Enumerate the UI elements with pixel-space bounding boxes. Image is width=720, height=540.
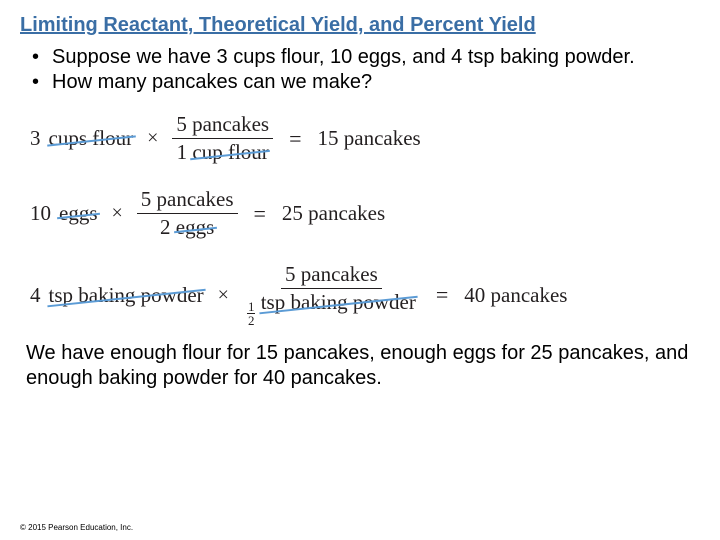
times-icon: × — [141, 127, 164, 150]
bullet-list: Suppose we have 3 cups flour, 10 eggs, a… — [20, 45, 700, 95]
eq3-fraction: 5 pancakes 1 2 tsp baking powder — [243, 263, 420, 327]
eq1-den-unit: cup flour — [192, 141, 268, 164]
eq3-denominator: 1 2 tsp baking powder — [243, 289, 420, 327]
eq3-half-den: 2 — [247, 314, 256, 327]
equals-icon: = — [246, 201, 274, 227]
equals-icon: = — [281, 126, 309, 152]
page-title: Limiting Reactant, Theoretical Yield, an… — [20, 14, 700, 37]
eq3-numerator: 5 pancakes — [281, 263, 382, 289]
eq3-result: 40 pancakes — [464, 283, 567, 308]
eq3-den-halffrac: 1 2 — [247, 300, 256, 327]
eq3-qty: 4 — [30, 283, 41, 308]
eq1-numerator: 5 pancakes — [172, 113, 273, 139]
equation-1: 3 cups flour × 5 pancakes 1 cup flour = … — [30, 113, 700, 164]
eq3-unit: tsp baking powder — [49, 283, 204, 308]
equations-block: 3 cups flour × 5 pancakes 1 cup flour = … — [20, 113, 700, 327]
eq2-unit: eggs — [59, 201, 98, 226]
times-icon: × — [106, 202, 129, 225]
eq2-fraction: 5 pancakes 2 eggs — [137, 188, 238, 239]
eq2-result: 25 pancakes — [282, 201, 385, 226]
eq1-qty: 3 — [30, 126, 41, 151]
eq2-den-unit: eggs — [176, 216, 215, 239]
bullet-item: Suppose we have 3 cups flour, 10 eggs, a… — [32, 45, 700, 70]
eq2-qty: 10 — [30, 201, 51, 226]
eq3-den-unit: tsp baking powder — [261, 291, 416, 314]
eq1-result: 15 pancakes — [318, 126, 421, 151]
equals-icon: = — [428, 282, 456, 308]
eq1-unit: cups flour — [49, 126, 134, 151]
eq2-numerator: 5 pancakes — [137, 188, 238, 214]
eq2-denominator: 2 eggs — [156, 214, 218, 239]
equation-3: 4 tsp baking powder × 5 pancakes 1 2 tsp… — [30, 263, 700, 327]
bullet-item: How many pancakes can we make? — [32, 70, 700, 95]
eq2-den-qty: 2 — [160, 215, 171, 239]
eq1-denominator: 1 cup flour — [173, 139, 273, 164]
eq1-den-qty: 1 — [177, 140, 188, 164]
times-icon: × — [212, 284, 235, 307]
eq3-half-num: 1 — [247, 300, 256, 314]
eq1-fraction: 5 pancakes 1 cup flour — [172, 113, 273, 164]
conclusion-text: We have enough flour for 15 pancakes, en… — [20, 341, 700, 391]
equation-2: 10 eggs × 5 pancakes 2 eggs = 25 pancake… — [30, 188, 700, 239]
copyright-text: © 2015 Pearson Education, Inc. — [20, 523, 133, 532]
